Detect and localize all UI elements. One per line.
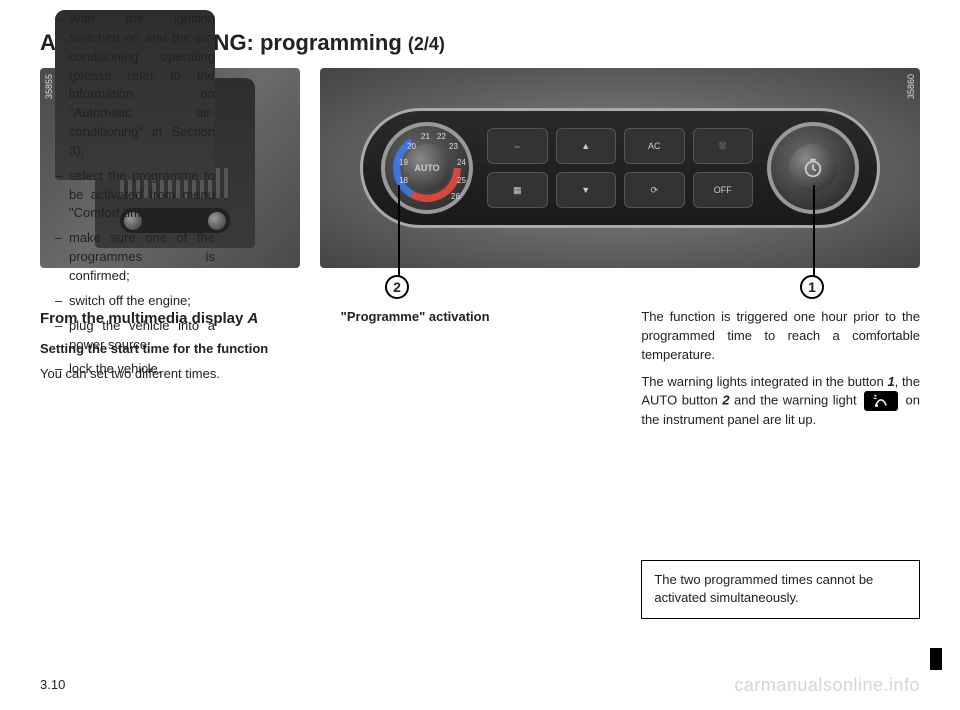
- recirculate-icon: ⟳: [624, 172, 685, 208]
- arrow-down-icon: ▼: [556, 172, 617, 208]
- photo-id-left: 35855: [44, 74, 54, 99]
- temp-tick: 23: [449, 142, 458, 151]
- list-item: lock the vehicle.: [55, 360, 215, 379]
- temp-tick: 19: [399, 158, 408, 167]
- climate-button-grid: ⌢ ▲ AC ⛆ ▦ ▼ ⟳ OFF: [487, 128, 753, 208]
- text-fragment: and the warning light: [730, 393, 862, 408]
- col1-heading-ref: A: [248, 310, 259, 327]
- col3-paragraph-1: The function is triggered one hour prior…: [641, 308, 920, 365]
- temperature-dial-icon: 18 19 20 21 22 23 24 25 26 AUTO: [381, 122, 473, 214]
- ref-number: 1: [887, 374, 894, 389]
- temp-tick: 24: [457, 158, 466, 167]
- column-3: The function is triggered one hour prior…: [641, 308, 920, 619]
- page-number: 3.10: [40, 677, 65, 692]
- defrost-front-icon: ⌢: [487, 128, 548, 164]
- column-2: "Programme" activation With the ignition…: [341, 308, 620, 619]
- callout-badge-1: 1: [800, 275, 824, 299]
- edge-tab-icon: [930, 648, 942, 670]
- temp-tick: 26: [451, 192, 460, 201]
- note-box: The two programmed times cannot be activ…: [641, 560, 920, 618]
- column-1: From the multimedia display A Setting th…: [40, 308, 319, 619]
- arrow-up-icon: ▲: [556, 128, 617, 164]
- climate-control-illustration: 18 19 20 21 22 23 24 25 26 AUTO ⌢ ▲ AC ⛆…: [360, 108, 880, 228]
- col2-list: With the ignition switched on and the ai…: [55, 10, 215, 180]
- col3-paragraph-2: The warning lights integrated in the but…: [641, 373, 920, 431]
- photo-id-right: 35860: [906, 74, 916, 99]
- temp-tick: 25: [457, 176, 466, 185]
- ref-number: 2: [722, 393, 729, 408]
- watermark: carmanualsonline.info: [734, 675, 920, 696]
- text-fragment: The warning lights integrated in the but…: [641, 374, 887, 389]
- auto-button-icon: AUTO: [403, 144, 451, 192]
- preconditioning-warning-icon: [864, 391, 898, 411]
- off-icon: OFF: [693, 172, 754, 208]
- temp-tick: 21: [421, 132, 430, 141]
- title-sub: (2/4): [408, 34, 445, 54]
- col2-subheading: "Programme" activation: [341, 308, 620, 327]
- list-item: select the programme to be acti­vated fr…: [55, 167, 215, 224]
- list-item: switch off the engine;: [55, 292, 215, 311]
- list-item: make sure one of the programmes is confi…: [55, 229, 215, 286]
- clock-icon: [802, 157, 824, 179]
- temp-tick: 22: [437, 132, 446, 141]
- demist-icon: ⛆: [693, 128, 754, 164]
- ac-max-icon: AC: [624, 128, 685, 164]
- text-columns: From the multimedia display A Setting th…: [40, 308, 920, 619]
- defrost-rear-icon: ▦: [487, 172, 548, 208]
- temp-tick: 18: [399, 176, 408, 185]
- list-item: With the ignition switched on and the ai…: [55, 10, 215, 161]
- list-item: plug the vehicle into a power source;: [55, 317, 215, 355]
- figure-climate-panel: 35860 18 19 20 21 22 23 24 25 26 AUTO ⌢ …: [320, 68, 920, 268]
- callout-badge-2: 2: [385, 275, 409, 299]
- temp-tick: 20: [407, 142, 416, 151]
